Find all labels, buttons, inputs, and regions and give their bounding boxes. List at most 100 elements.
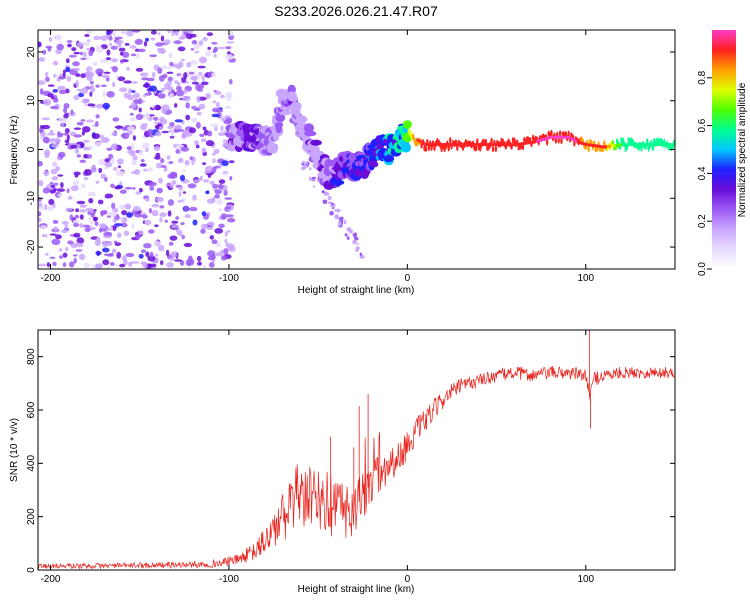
noise-cell	[196, 95, 201, 103]
ridge-core	[553, 135, 556, 139]
noise-cell	[138, 253, 144, 259]
noise-cell	[356, 243, 359, 245]
noise-cell	[207, 130, 213, 137]
noise-cell	[101, 74, 110, 79]
noise-cell	[212, 158, 216, 164]
noise-cell	[76, 121, 84, 126]
noise-cell	[188, 206, 198, 212]
noise-cell	[143, 243, 152, 249]
ridge-core	[653, 143, 657, 147]
noise-cell	[157, 177, 163, 184]
noise-cell	[322, 199, 328, 205]
noise-cell	[143, 168, 148, 172]
noise-cell	[193, 107, 201, 111]
ridge-cell	[274, 122, 284, 128]
ridge-core	[579, 141, 582, 145]
noise-cell	[226, 41, 235, 44]
noise-cell	[79, 209, 87, 213]
noise-cell	[100, 210, 107, 215]
ridge-cell	[546, 139, 549, 146]
ridge-core	[418, 139, 421, 143]
noise-cell	[73, 232, 81, 238]
noise-cell	[329, 211, 334, 216]
noise-cell	[61, 122, 65, 128]
noise-cell	[106, 212, 113, 216]
ridge-cell	[560, 137, 563, 144]
ridge-cell	[303, 123, 314, 133]
ridge-core	[598, 144, 601, 148]
noise-cell	[138, 107, 142, 113]
noise-cell	[38, 57, 46, 62]
noise-cell	[174, 30, 179, 37]
noise-cell	[185, 33, 193, 40]
ridge-core	[549, 136, 552, 140]
noise-cell	[156, 187, 163, 194]
noise-cell	[44, 152, 50, 159]
noise-cell	[166, 262, 174, 268]
ridge-cell	[404, 134, 411, 140]
noise-cell	[140, 123, 148, 131]
noise-cell	[82, 42, 91, 47]
noise-cell	[41, 124, 51, 130]
noise-cell	[99, 228, 103, 233]
noise-cell	[346, 234, 349, 237]
ridge-core	[551, 135, 554, 139]
noise-cell	[175, 149, 180, 154]
noise-cell	[55, 234, 62, 240]
noise-cell	[145, 148, 149, 152]
noise-cell	[48, 37, 53, 42]
noise-cell	[180, 222, 185, 226]
noise-cell	[110, 183, 115, 188]
noise-cell	[214, 194, 221, 199]
ridge-core	[641, 143, 644, 147]
noise-cell	[163, 168, 168, 172]
noise-cell	[211, 42, 218, 45]
noise-cell	[73, 94, 80, 101]
noise-cell	[188, 127, 196, 134]
ridge-core	[442, 143, 445, 147]
ridge-core	[476, 143, 479, 147]
noise-cell	[135, 234, 141, 240]
noise-cell	[197, 65, 206, 69]
ridge-core	[465, 143, 468, 147]
noise-cell	[38, 41, 42, 48]
noise-cell	[192, 194, 197, 201]
ridge-core	[619, 143, 622, 147]
noise-cell	[73, 134, 83, 138]
ridge-core	[452, 143, 455, 147]
noise-cell	[229, 176, 233, 181]
ridge-core	[459, 143, 462, 147]
noise-cell	[156, 162, 162, 169]
colorbar-tick-label: 0.4	[697, 166, 708, 180]
noise-cell	[66, 188, 70, 194]
noise-cell	[43, 170, 50, 177]
ridge-core	[480, 143, 483, 147]
noise-cell	[220, 94, 225, 99]
noise-cell	[168, 161, 174, 164]
ridge-core	[540, 138, 543, 142]
noise-cell	[334, 214, 340, 220]
noise-cell	[86, 47, 90, 51]
ridge-cell	[449, 137, 452, 144]
ridge-core	[433, 143, 436, 147]
noise-cell	[76, 144, 81, 149]
noise-cell	[201, 147, 207, 153]
noise-cell	[228, 246, 236, 252]
ridge-core	[594, 144, 597, 148]
y-tick-label: 0	[26, 146, 37, 152]
noise-cell	[346, 227, 352, 232]
noise-cell	[352, 241, 356, 245]
ridge-core	[489, 143, 492, 147]
noise-cell	[89, 80, 94, 85]
ridge-core	[671, 143, 674, 147]
noise-cell	[141, 214, 148, 219]
noise-cell	[95, 141, 102, 147]
noise-cell	[191, 81, 199, 85]
noise-cell	[328, 201, 331, 204]
ridge-core	[538, 139, 541, 142]
noise-cell	[39, 127, 43, 134]
ridge-core	[557, 135, 560, 139]
ridge-core	[566, 135, 569, 139]
noise-cell	[64, 128, 70, 134]
noise-cell	[200, 138, 207, 143]
